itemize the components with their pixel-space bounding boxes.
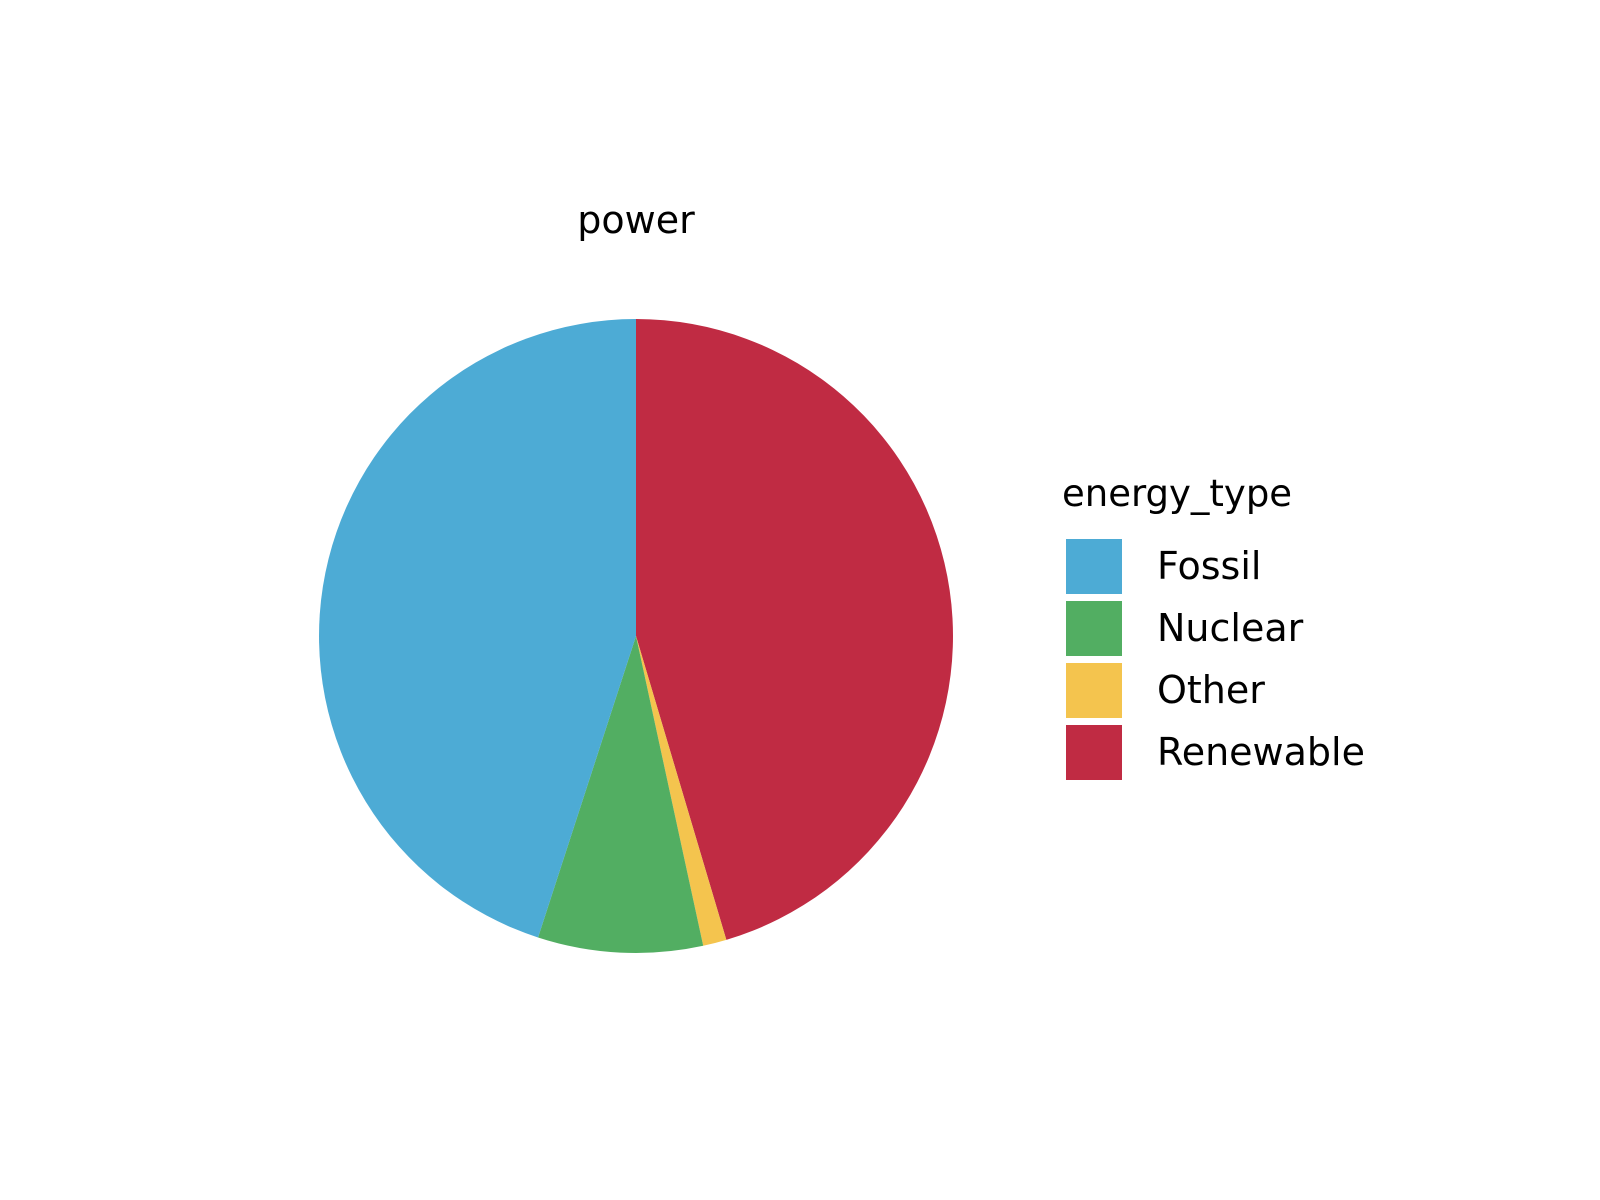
pie-slice-renewable: [636, 319, 953, 940]
legend-item-other: Other: [1066, 659, 1365, 721]
legend-swatch-renewable: [1066, 724, 1122, 780]
legend-label-renewable: Renewable: [1157, 730, 1365, 774]
legend-title: energy_type: [1062, 472, 1293, 515]
legend-item-renewable: Renewable: [1066, 721, 1365, 783]
legend-swatch-other: [1066, 662, 1122, 718]
legend: energy_type Fossil Nuclear Other Renewab…: [1062, 472, 1365, 783]
legend-item-fossil: Fossil: [1066, 535, 1365, 597]
legend-label-other: Other: [1157, 668, 1265, 712]
legend-label-fossil: Fossil: [1157, 544, 1262, 588]
pie-slice-nuclear: [538, 636, 704, 953]
legend-swatch-nuclear: [1066, 600, 1122, 656]
legend-label-nuclear: Nuclear: [1157, 606, 1304, 650]
chart-title: power: [577, 198, 695, 242]
pie-slice-other: [636, 636, 727, 946]
pie-slice-fossil: [319, 319, 636, 938]
legend-item-nuclear: Nuclear: [1066, 597, 1365, 659]
legend-swatch-fossil: [1066, 538, 1122, 594]
